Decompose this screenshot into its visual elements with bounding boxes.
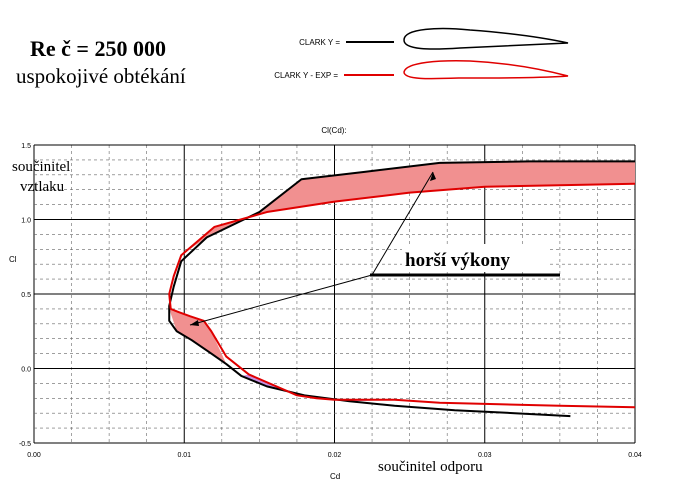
y-tick-label: 0.0 <box>21 367 31 374</box>
performance-arrow-lower <box>189 274 373 326</box>
y-tick-label: 1.5 <box>21 143 31 150</box>
lift-coefficient-annotation-line2: vztlaku <box>20 179 65 195</box>
legend: CLARK Y = CLARK Y - EXP = <box>274 27 569 80</box>
tick-labels: 0.00 0.01 0.02 0.03 0.04 1.5 1.0 0.5 0.0 -0.5 <box>19 143 642 459</box>
x-tick-label: 0.01 <box>177 452 191 459</box>
legend-label-clark-y: CLARK Y = <box>299 38 340 47</box>
airfoil-profile-clark-y-exp <box>403 60 569 80</box>
drag-coefficient-annotation: součinitel odporu <box>378 459 483 475</box>
x-tick-label: 0.03 <box>478 452 492 459</box>
performance-arrow-upper <box>371 171 434 276</box>
worse-performance-annotation: horší výkony <box>405 250 511 271</box>
arrowhead-lower <box>190 320 199 326</box>
performance-label-background <box>402 244 550 272</box>
x-tick-label: 0.02 <box>328 452 342 459</box>
y-axis-label: Cl <box>9 255 17 264</box>
legend-label-clark-y-exp: CLARK Y - EXP = <box>274 71 338 80</box>
lift-coefficient-annotation: součinitel <box>12 159 70 175</box>
airfoil-profile-clark-y <box>403 27 569 50</box>
flow-description-subtitle: uspokojivé obtékání <box>16 64 186 88</box>
x-tick-label: 0.04 <box>628 452 642 459</box>
series-line-clark-y <box>168 160 635 418</box>
chart-title: Cl(Cd): <box>321 126 346 135</box>
x-axis-label: Cd <box>330 472 340 481</box>
y-tick-label: 1.0 <box>21 218 31 225</box>
fill-upper-region <box>181 161 635 256</box>
series-lines <box>168 160 636 418</box>
y-tick-label: 0.5 <box>21 292 31 299</box>
difference-fills <box>169 161 635 402</box>
x-tick-label: 0.00 <box>27 452 41 459</box>
y-tick-label: -0.5 <box>19 441 31 448</box>
arrowhead-upper <box>430 172 436 181</box>
fill-middle-region <box>169 308 227 365</box>
reynolds-number-title: Re č = 250 000 <box>30 36 166 61</box>
series-line-clark-y-exp <box>168 182 636 409</box>
